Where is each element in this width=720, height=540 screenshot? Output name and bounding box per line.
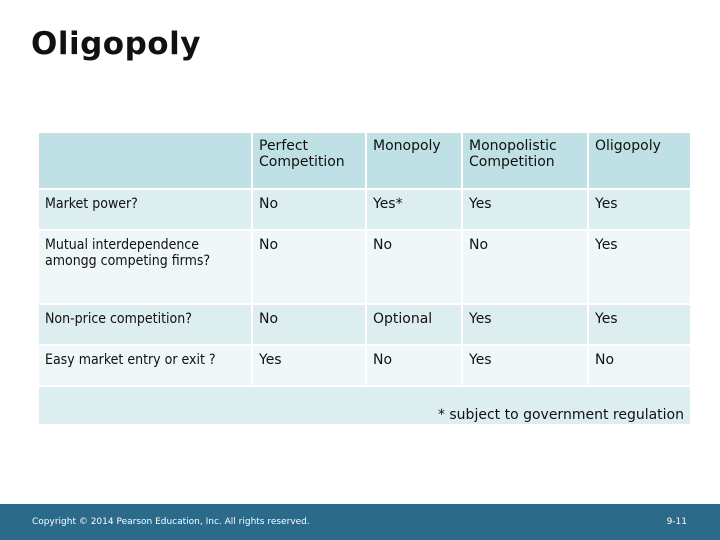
row-label: Non-price competition? xyxy=(37,303,253,346)
table-cell: No xyxy=(251,188,367,231)
header-monopoly: Monopoly xyxy=(365,131,463,190)
table-cell: Yes xyxy=(587,229,692,305)
row-label: Market power? xyxy=(37,188,253,231)
table-cell: No xyxy=(461,229,589,305)
table-cell: No xyxy=(365,344,463,387)
slide-title: Oligopoly xyxy=(31,26,201,62)
table-cell: Yes* xyxy=(365,188,463,231)
table-cell: Yes xyxy=(251,344,367,387)
table-row: Mutual interdependence amongg competing … xyxy=(37,229,692,305)
table-footnote-row: * subject to government regulation xyxy=(37,385,692,426)
table-cell: No xyxy=(251,229,367,305)
table-cell: Optional xyxy=(365,303,463,346)
comparison-table: Perfect Competition Monopoly Monopolisti… xyxy=(37,131,692,426)
table-cell: Yes xyxy=(587,188,692,231)
table-row: Non-price competition? No Optional Yes Y… xyxy=(37,303,692,346)
footer-bar: Copyright © 2014 Pearson Education, Inc.… xyxy=(0,504,720,540)
table-cell: No xyxy=(251,303,367,346)
table-cell: No xyxy=(365,229,463,305)
table-header-row: Perfect Competition Monopoly Monopolisti… xyxy=(37,131,692,190)
table-row: Easy market entry or exit ? Yes No Yes N… xyxy=(37,344,692,387)
table-cell: Yes xyxy=(461,303,589,346)
header-monopolistic-competition: Monopolistic Competition xyxy=(461,131,589,190)
footnote: * subject to government regulation xyxy=(37,385,692,426)
table-cell: No xyxy=(587,344,692,387)
row-label: Easy market entry or exit ? xyxy=(37,344,253,387)
header-cell-empty xyxy=(37,131,253,190)
table-cell: Yes xyxy=(461,188,589,231)
header-oligopoly: Oligopoly xyxy=(587,131,692,190)
page-number: 9-11 xyxy=(666,517,687,527)
row-label: Mutual interdependence amongg competing … xyxy=(37,229,253,305)
table-row: Market power? No Yes* Yes Yes xyxy=(37,188,692,231)
table-cell: Yes xyxy=(461,344,589,387)
table-cell: Yes xyxy=(587,303,692,346)
header-perfect-competition: Perfect Competition xyxy=(251,131,367,190)
copyright-text: Copyright © 2014 Pearson Education, Inc.… xyxy=(32,517,310,527)
